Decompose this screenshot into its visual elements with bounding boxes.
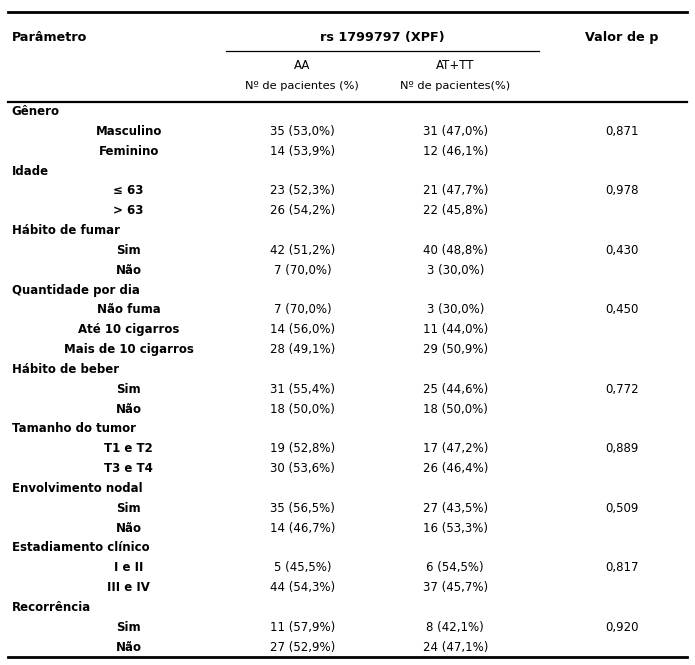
Text: 30 (53,6%): 30 (53,6%) xyxy=(270,462,335,475)
Text: Nº de pacientes(%): Nº de pacientes(%) xyxy=(400,80,510,90)
Text: Não fuma: Não fuma xyxy=(97,303,161,317)
Text: 11 (44,0%): 11 (44,0%) xyxy=(423,323,488,336)
Text: 14 (53,9%): 14 (53,9%) xyxy=(270,145,335,158)
Text: 31 (47,0%): 31 (47,0%) xyxy=(423,125,488,138)
Text: T1 e T2: T1 e T2 xyxy=(104,442,153,456)
Text: Hábito de beber: Hábito de beber xyxy=(12,363,119,376)
Text: 6 (54,5%): 6 (54,5%) xyxy=(427,561,484,575)
Text: 7 (70,0%): 7 (70,0%) xyxy=(274,264,331,277)
Text: 0,430: 0,430 xyxy=(605,244,639,257)
Text: Estadiamento clínico: Estadiamento clínico xyxy=(12,541,149,555)
Text: I e II: I e II xyxy=(114,561,143,575)
Text: 18 (50,0%): 18 (50,0%) xyxy=(270,402,335,416)
Text: 8 (42,1%): 8 (42,1%) xyxy=(426,620,484,634)
Text: 0,978: 0,978 xyxy=(605,184,639,198)
Text: 29 (50,9%): 29 (50,9%) xyxy=(423,343,488,356)
Text: 27 (43,5%): 27 (43,5%) xyxy=(423,502,488,515)
Text: Sim: Sim xyxy=(116,383,141,396)
Text: 26 (46,4%): 26 (46,4%) xyxy=(423,462,488,475)
Text: 27 (52,9%): 27 (52,9%) xyxy=(270,640,335,654)
Text: rs 1799797 (XPF): rs 1799797 (XPF) xyxy=(320,31,445,44)
Text: 31 (55,4%): 31 (55,4%) xyxy=(270,383,335,396)
Text: 14 (56,0%): 14 (56,0%) xyxy=(270,323,335,336)
Text: 11 (57,9%): 11 (57,9%) xyxy=(270,620,335,634)
Text: 21 (47,7%): 21 (47,7%) xyxy=(423,184,488,198)
Text: Tamanho do tumor: Tamanho do tumor xyxy=(12,422,136,436)
Text: 3 (30,0%): 3 (30,0%) xyxy=(427,303,484,317)
Text: T3 e T4: T3 e T4 xyxy=(104,462,153,475)
Text: Mais de 10 cigarros: Mais de 10 cigarros xyxy=(64,343,193,356)
Text: Parâmetro: Parâmetro xyxy=(12,31,87,44)
Text: 42 (51,2%): 42 (51,2%) xyxy=(270,244,335,257)
Text: 0,817: 0,817 xyxy=(605,561,639,575)
Text: 28 (49,1%): 28 (49,1%) xyxy=(270,343,335,356)
Text: Até 10 cigarros: Até 10 cigarros xyxy=(78,323,179,336)
Text: 35 (53,0%): 35 (53,0%) xyxy=(270,125,335,138)
Text: Envolvimento nodal: Envolvimento nodal xyxy=(12,482,142,495)
Text: Idade: Idade xyxy=(12,165,49,178)
Text: 44 (54,3%): 44 (54,3%) xyxy=(270,581,335,594)
Text: 5 (45,5%): 5 (45,5%) xyxy=(274,561,331,575)
Text: 0,772: 0,772 xyxy=(605,383,639,396)
Text: 17 (47,2%): 17 (47,2%) xyxy=(423,442,488,456)
Text: Não: Não xyxy=(115,521,142,535)
Text: 12 (46,1%): 12 (46,1%) xyxy=(423,145,488,158)
Text: AT+TT: AT+TT xyxy=(436,59,475,72)
Text: ≤ 63: ≤ 63 xyxy=(113,184,144,198)
Text: Hábito de fumar: Hábito de fumar xyxy=(12,224,120,237)
Text: Quantidade por dia: Quantidade por dia xyxy=(12,284,140,297)
Text: 0,889: 0,889 xyxy=(605,442,639,456)
Text: 3 (30,0%): 3 (30,0%) xyxy=(427,264,484,277)
Text: 22 (45,8%): 22 (45,8%) xyxy=(423,204,488,217)
Text: 0,450: 0,450 xyxy=(605,303,639,317)
Text: 25 (44,6%): 25 (44,6%) xyxy=(423,383,488,396)
Text: 0,871: 0,871 xyxy=(605,125,639,138)
Text: Recorrência: Recorrência xyxy=(12,601,91,614)
Text: 40 (48,8%): 40 (48,8%) xyxy=(423,244,488,257)
Text: Gênero: Gênero xyxy=(12,105,60,118)
Text: Não: Não xyxy=(115,402,142,416)
Text: 37 (45,7%): 37 (45,7%) xyxy=(423,581,488,594)
Text: 19 (52,8%): 19 (52,8%) xyxy=(270,442,335,456)
Text: 23 (52,3%): 23 (52,3%) xyxy=(270,184,335,198)
Text: Não: Não xyxy=(115,264,142,277)
Text: Masculino: Masculino xyxy=(95,125,162,138)
Text: III e IV: III e IV xyxy=(107,581,150,594)
Text: 14 (46,7%): 14 (46,7%) xyxy=(270,521,335,535)
Text: > 63: > 63 xyxy=(113,204,144,217)
Text: 35 (56,5%): 35 (56,5%) xyxy=(270,502,335,515)
Text: 18 (50,0%): 18 (50,0%) xyxy=(423,402,488,416)
Text: Valor de p: Valor de p xyxy=(585,31,659,44)
Text: 16 (53,3%): 16 (53,3%) xyxy=(423,521,488,535)
Text: 0,509: 0,509 xyxy=(605,502,639,515)
Text: 26 (54,2%): 26 (54,2%) xyxy=(270,204,335,217)
Text: Não: Não xyxy=(115,640,142,654)
Text: Sim: Sim xyxy=(116,244,141,257)
Text: Sim: Sim xyxy=(116,620,141,634)
Text: 0,920: 0,920 xyxy=(605,620,639,634)
Text: Nº de pacientes (%): Nº de pacientes (%) xyxy=(245,80,359,90)
Text: Feminino: Feminino xyxy=(99,145,158,158)
Text: Sim: Sim xyxy=(116,502,141,515)
Text: 7 (70,0%): 7 (70,0%) xyxy=(274,303,331,317)
Text: AA: AA xyxy=(294,59,311,72)
Text: 24 (47,1%): 24 (47,1%) xyxy=(423,640,488,654)
